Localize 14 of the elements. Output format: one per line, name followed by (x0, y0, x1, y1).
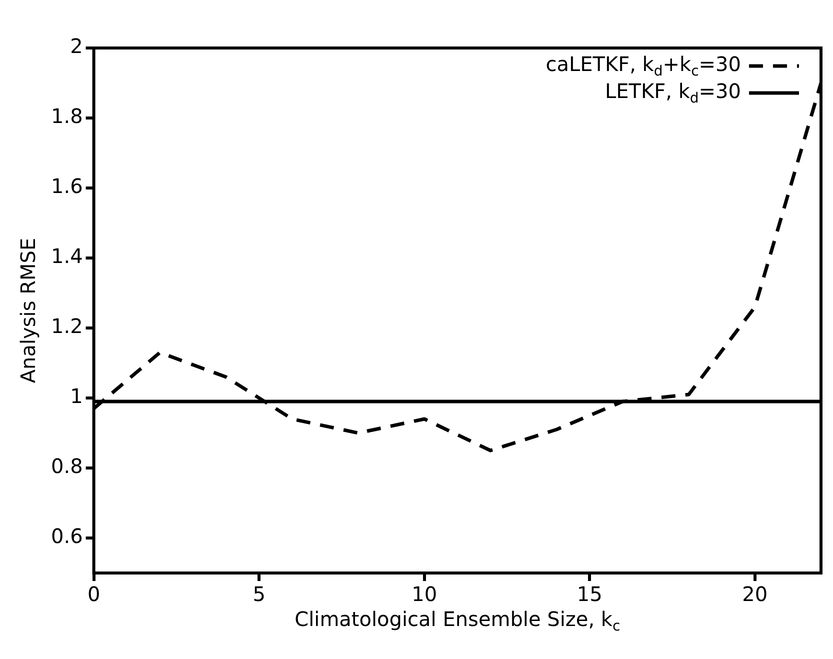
x-tick-label: 10 (412, 582, 438, 606)
y-tick-label: 0.6 (50, 524, 83, 548)
x-tick-label: 0 (87, 582, 100, 606)
x-tick-label: 20 (742, 582, 768, 606)
y-tick-label: 1 (70, 384, 83, 408)
y-tick-label: 0.8 (50, 454, 83, 478)
y-axis-title: Analysis RMSE (16, 238, 40, 384)
y-tick-label: 1.2 (50, 314, 83, 338)
y-tick-label: 1.8 (50, 104, 83, 128)
y-tick-label: 1.4 (50, 244, 83, 268)
y-tick-label: 1.6 (50, 174, 83, 198)
y-tick-label: 2 (70, 34, 83, 58)
x-tick-label: 15 (576, 582, 602, 606)
x-tick-label: 5 (252, 582, 266, 606)
